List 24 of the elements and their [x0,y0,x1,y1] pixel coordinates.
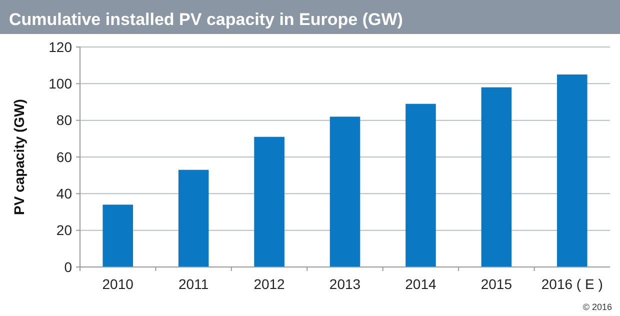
chart-title: Cumulative installed PV capacity in Europe (GW) [9,10,403,29]
bar [102,204,133,267]
y-tick-label: 100 [48,76,72,92]
x-tick-label: 2013 [329,276,361,292]
y-tick-label: 0 [64,258,72,275]
x-tick-label: 2015 [480,276,512,292]
y-axis-title: PV capacity (GW) [11,99,27,215]
bar [406,104,436,267]
y-tick-label: 20 [56,222,72,238]
bar [557,74,588,267]
x-tick-label: 2011 [178,276,209,292]
y-tick-label: 60 [56,148,72,165]
bar [330,116,360,267]
text: © 2016 [582,302,612,312]
bar [254,136,284,267]
x-tick-label: 2010 [102,276,134,292]
x-tick-label: 2016 ( E ) [541,276,603,292]
y-tick-label: 40 [56,186,72,202]
x-tick-label: 2012 [254,276,286,292]
y-tick-label: 80 [56,112,72,128]
bar [481,87,512,267]
y-tick-label: 120 [48,38,72,55]
bar [178,170,209,267]
x-tick-label: 2014 [405,276,436,292]
